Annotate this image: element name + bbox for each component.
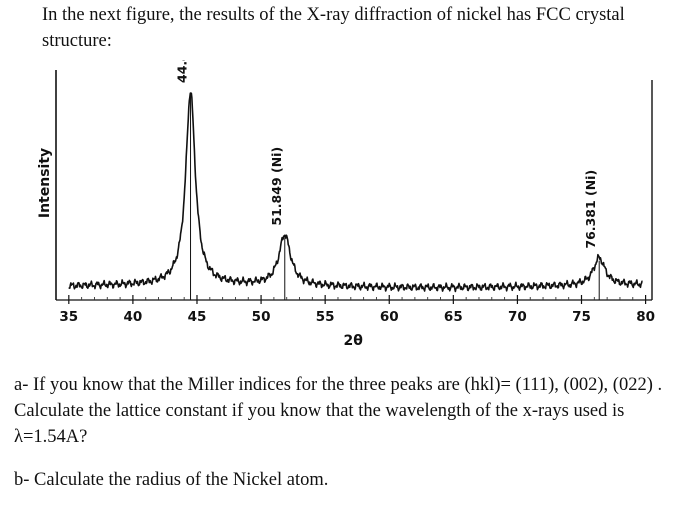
x-tick-label: 75 (572, 309, 591, 325)
x-tick-label: 60 (380, 309, 399, 325)
peak-label-3: 76.381 (Ni) (583, 170, 598, 249)
x-tick-label: 70 (508, 309, 527, 325)
chart-plot-area (68, 92, 643, 293)
chart-axes (55, 70, 653, 301)
peak-label-1: 44.496 (Ni) (175, 60, 190, 83)
x-tick-label: 65 (444, 309, 463, 325)
x-tick-label: 45 (188, 309, 207, 325)
question-part-b: b- Calculate the radius of the Nickel at… (14, 470, 329, 490)
x-axis-label: 2θ (343, 333, 363, 349)
peak-label-2: 51.849 (Ni) (269, 147, 284, 226)
chart-x-ticks: 35 40 45 50 55 60 65 70 75 80 (59, 295, 655, 325)
question-intro: In the next figure, the results of the X… (42, 5, 625, 51)
x-tick-label: 55 (316, 309, 335, 325)
xrd-chart: 35 40 45 50 55 60 65 70 75 80 44.496 (Ni) 51.849 (… (37, 60, 655, 349)
x-tick-label: 40 (124, 309, 143, 325)
chart-peak-labels: 44.496 (Ni) 51.849 (Ni) 76.381 (Ni) (175, 60, 600, 300)
question-part-a: a- If you know that the Miller indices f… (14, 375, 663, 447)
x-tick-label: 80 (636, 309, 655, 325)
x-tick-label: 35 (59, 309, 78, 325)
y-axis-label: Intensity (37, 148, 53, 218)
x-tick-label: 50 (252, 309, 271, 325)
xrd-pattern-line (68, 92, 643, 293)
